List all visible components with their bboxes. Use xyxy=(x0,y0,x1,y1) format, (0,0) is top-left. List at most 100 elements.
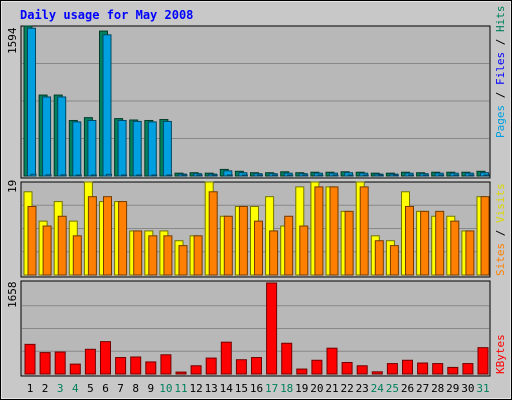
kbytes-kbytes-bar-day-24 xyxy=(371,371,383,375)
bars-layer xyxy=(23,25,490,375)
x-tick-label-17: 17 xyxy=(265,382,278,395)
hits_files-files-bar-day-8 xyxy=(132,120,142,177)
x-tick-label-14: 14 xyxy=(220,382,234,395)
x-tick-label-21: 21 xyxy=(325,382,338,395)
hits_files-files-bar-day-3 xyxy=(57,96,67,177)
hits_files-pages-bar-day-17 xyxy=(272,174,279,177)
hits_files-pages-bar-day-21 xyxy=(332,174,339,177)
visits_sites-sites-bar-day-24 xyxy=(374,240,384,276)
hits_files-files-bar-day-4 xyxy=(72,121,82,177)
visits_sites-sites-bar-day-8 xyxy=(133,230,143,276)
visits_sites-sites-bar-day-13 xyxy=(208,191,218,276)
x-tick-label-11: 11 xyxy=(174,382,187,395)
x-tick-label-26: 26 xyxy=(401,382,414,395)
visits_sites-sites-bar-day-10 xyxy=(163,235,173,276)
x-tick-label-31: 31 xyxy=(476,382,489,395)
hits_files-pages-bar-day-24 xyxy=(377,174,384,177)
hits_files-pages-bar-day-11 xyxy=(181,174,188,177)
hits_files-pages-bar-day-18 xyxy=(287,174,294,177)
visits_sites-sites-bar-day-30 xyxy=(465,230,475,276)
hits-ymax-label: 1594 xyxy=(6,27,19,54)
visits_sites-sites-bar-day-23 xyxy=(359,186,369,276)
hits_files-pages-bar-day-7 xyxy=(121,174,128,177)
kbytes-kbytes-bar-day-7 xyxy=(115,357,127,375)
kbytes-kbytes-bar-day-5 xyxy=(84,348,96,375)
hits_files-pages-bar-day-8 xyxy=(136,174,143,177)
hits_files-pages-bar-day-26 xyxy=(408,174,414,177)
visits_sites-sites-bar-day-27 xyxy=(420,210,430,276)
kbytes-kbytes-bar-day-4 xyxy=(69,363,81,375)
visits_sites-sites-bar-day-14 xyxy=(223,215,233,276)
hits_files-pages-bar-day-9 xyxy=(151,174,158,177)
hits_files-pages-bar-day-10 xyxy=(166,174,173,177)
visits_sites-sites-bar-day-5 xyxy=(87,196,97,276)
legend-files: Files xyxy=(494,52,507,85)
kbytes-kbytes-bar-day-3 xyxy=(54,351,66,375)
kbytes-kbytes-bar-day-30 xyxy=(462,363,474,375)
x-tick-label-8: 8 xyxy=(132,382,139,395)
kbytes-ymax-label: 1658 xyxy=(6,282,19,309)
kbytes-kbytes-bar-day-26 xyxy=(402,359,413,375)
kbytes-kbytes-bar-day-8 xyxy=(130,356,142,375)
visits_sites-sites-bar-day-16 xyxy=(254,220,263,276)
hits_files-pages-bar-day-30 xyxy=(468,174,475,177)
kbytes-kbytes-bar-day-9 xyxy=(145,361,157,375)
kbytes-kbytes-bar-day-18 xyxy=(281,342,293,375)
x-tick-label-6: 6 xyxy=(102,382,109,395)
hits_files-files-bar-day-2 xyxy=(42,96,52,177)
x-tick-label-25: 25 xyxy=(386,382,399,395)
hits_files-pages-bar-day-16 xyxy=(257,174,263,177)
hits_files-pages-bar-day-12 xyxy=(196,174,203,177)
hits_files-pages-bar-day-19 xyxy=(302,174,309,177)
kbytes-kbytes-bar-day-16 xyxy=(251,357,262,375)
visits_sites-sites-bar-day-19 xyxy=(299,225,309,276)
visits_sites-sites-bar-day-31 xyxy=(480,196,490,276)
x-tick-label-4: 4 xyxy=(72,382,79,395)
hits_files-pages-bar-day-4 xyxy=(75,174,82,177)
x-tick-label-18: 18 xyxy=(280,382,293,395)
x-tick-label-20: 20 xyxy=(310,382,323,395)
legend-hits: Hits xyxy=(494,6,507,33)
hits_files-pages-bar-day-31 xyxy=(483,174,490,177)
hits_files-files-bar-day-10 xyxy=(162,120,172,177)
hits_files-pages-bar-day-20 xyxy=(317,174,324,177)
kbytes-kbytes-bar-day-11 xyxy=(175,371,187,375)
x-tick-label-13: 13 xyxy=(205,382,218,395)
hits_files-pages-bar-day-23 xyxy=(362,174,369,177)
visits_sites-sites-bar-day-12 xyxy=(193,235,203,276)
kbytes-kbytes-bar-day-2 xyxy=(39,352,51,375)
visits_sites-sites-bar-day-7 xyxy=(118,201,128,276)
visits_sites-sites-bar-day-25 xyxy=(389,245,399,276)
hits_files-files-bar-day-7 xyxy=(117,119,127,177)
x-tick-label-3: 3 xyxy=(57,382,64,395)
visits_sites-sites-bar-day-3 xyxy=(57,215,67,276)
x-tick-label-9: 9 xyxy=(147,382,154,395)
x-tick-label-5: 5 xyxy=(87,382,94,395)
visits_sites-sites-bar-day-18 xyxy=(284,215,294,276)
kbytes-kbytes-bar-day-14 xyxy=(220,341,232,375)
x-tick-label-10: 10 xyxy=(159,382,172,395)
visits_sites-sites-bar-day-1 xyxy=(27,205,37,276)
kbytes-kbytes-bar-day-19 xyxy=(296,368,308,375)
x-tick-label-19: 19 xyxy=(295,382,308,395)
visits_sites-sites-bar-day-15 xyxy=(238,205,248,276)
hits_files-pages-bar-day-25 xyxy=(392,174,399,177)
x-tick-label-22: 22 xyxy=(340,382,353,395)
hits_files-pages-bar-day-15 xyxy=(241,174,248,177)
x-tick-label-2: 2 xyxy=(42,382,49,395)
hits_files-pages-bar-day-6 xyxy=(106,173,112,177)
visits_sites-sites-bar-day-20 xyxy=(314,186,324,276)
hits_files-files-bar-day-6 xyxy=(102,34,112,177)
kbytes-kbytes-bar-day-12 xyxy=(190,365,202,375)
kbytes-kbytes-bar-day-15 xyxy=(235,359,247,375)
hits_files-pages-bar-day-29 xyxy=(453,174,460,177)
kbytes-kbytes-bar-day-13 xyxy=(205,357,217,375)
hits_files-pages-bar-day-13 xyxy=(211,174,218,177)
x-tick-label-29: 29 xyxy=(446,382,459,395)
visits_sites-sites-bar-day-6 xyxy=(103,196,112,276)
hits_files-pages-bar-day-22 xyxy=(347,174,354,177)
visits_sites-sites-bar-day-11 xyxy=(178,245,188,276)
visits_sites-sites-bar-day-17 xyxy=(269,230,279,276)
x-tick-label-7: 7 xyxy=(117,382,124,395)
